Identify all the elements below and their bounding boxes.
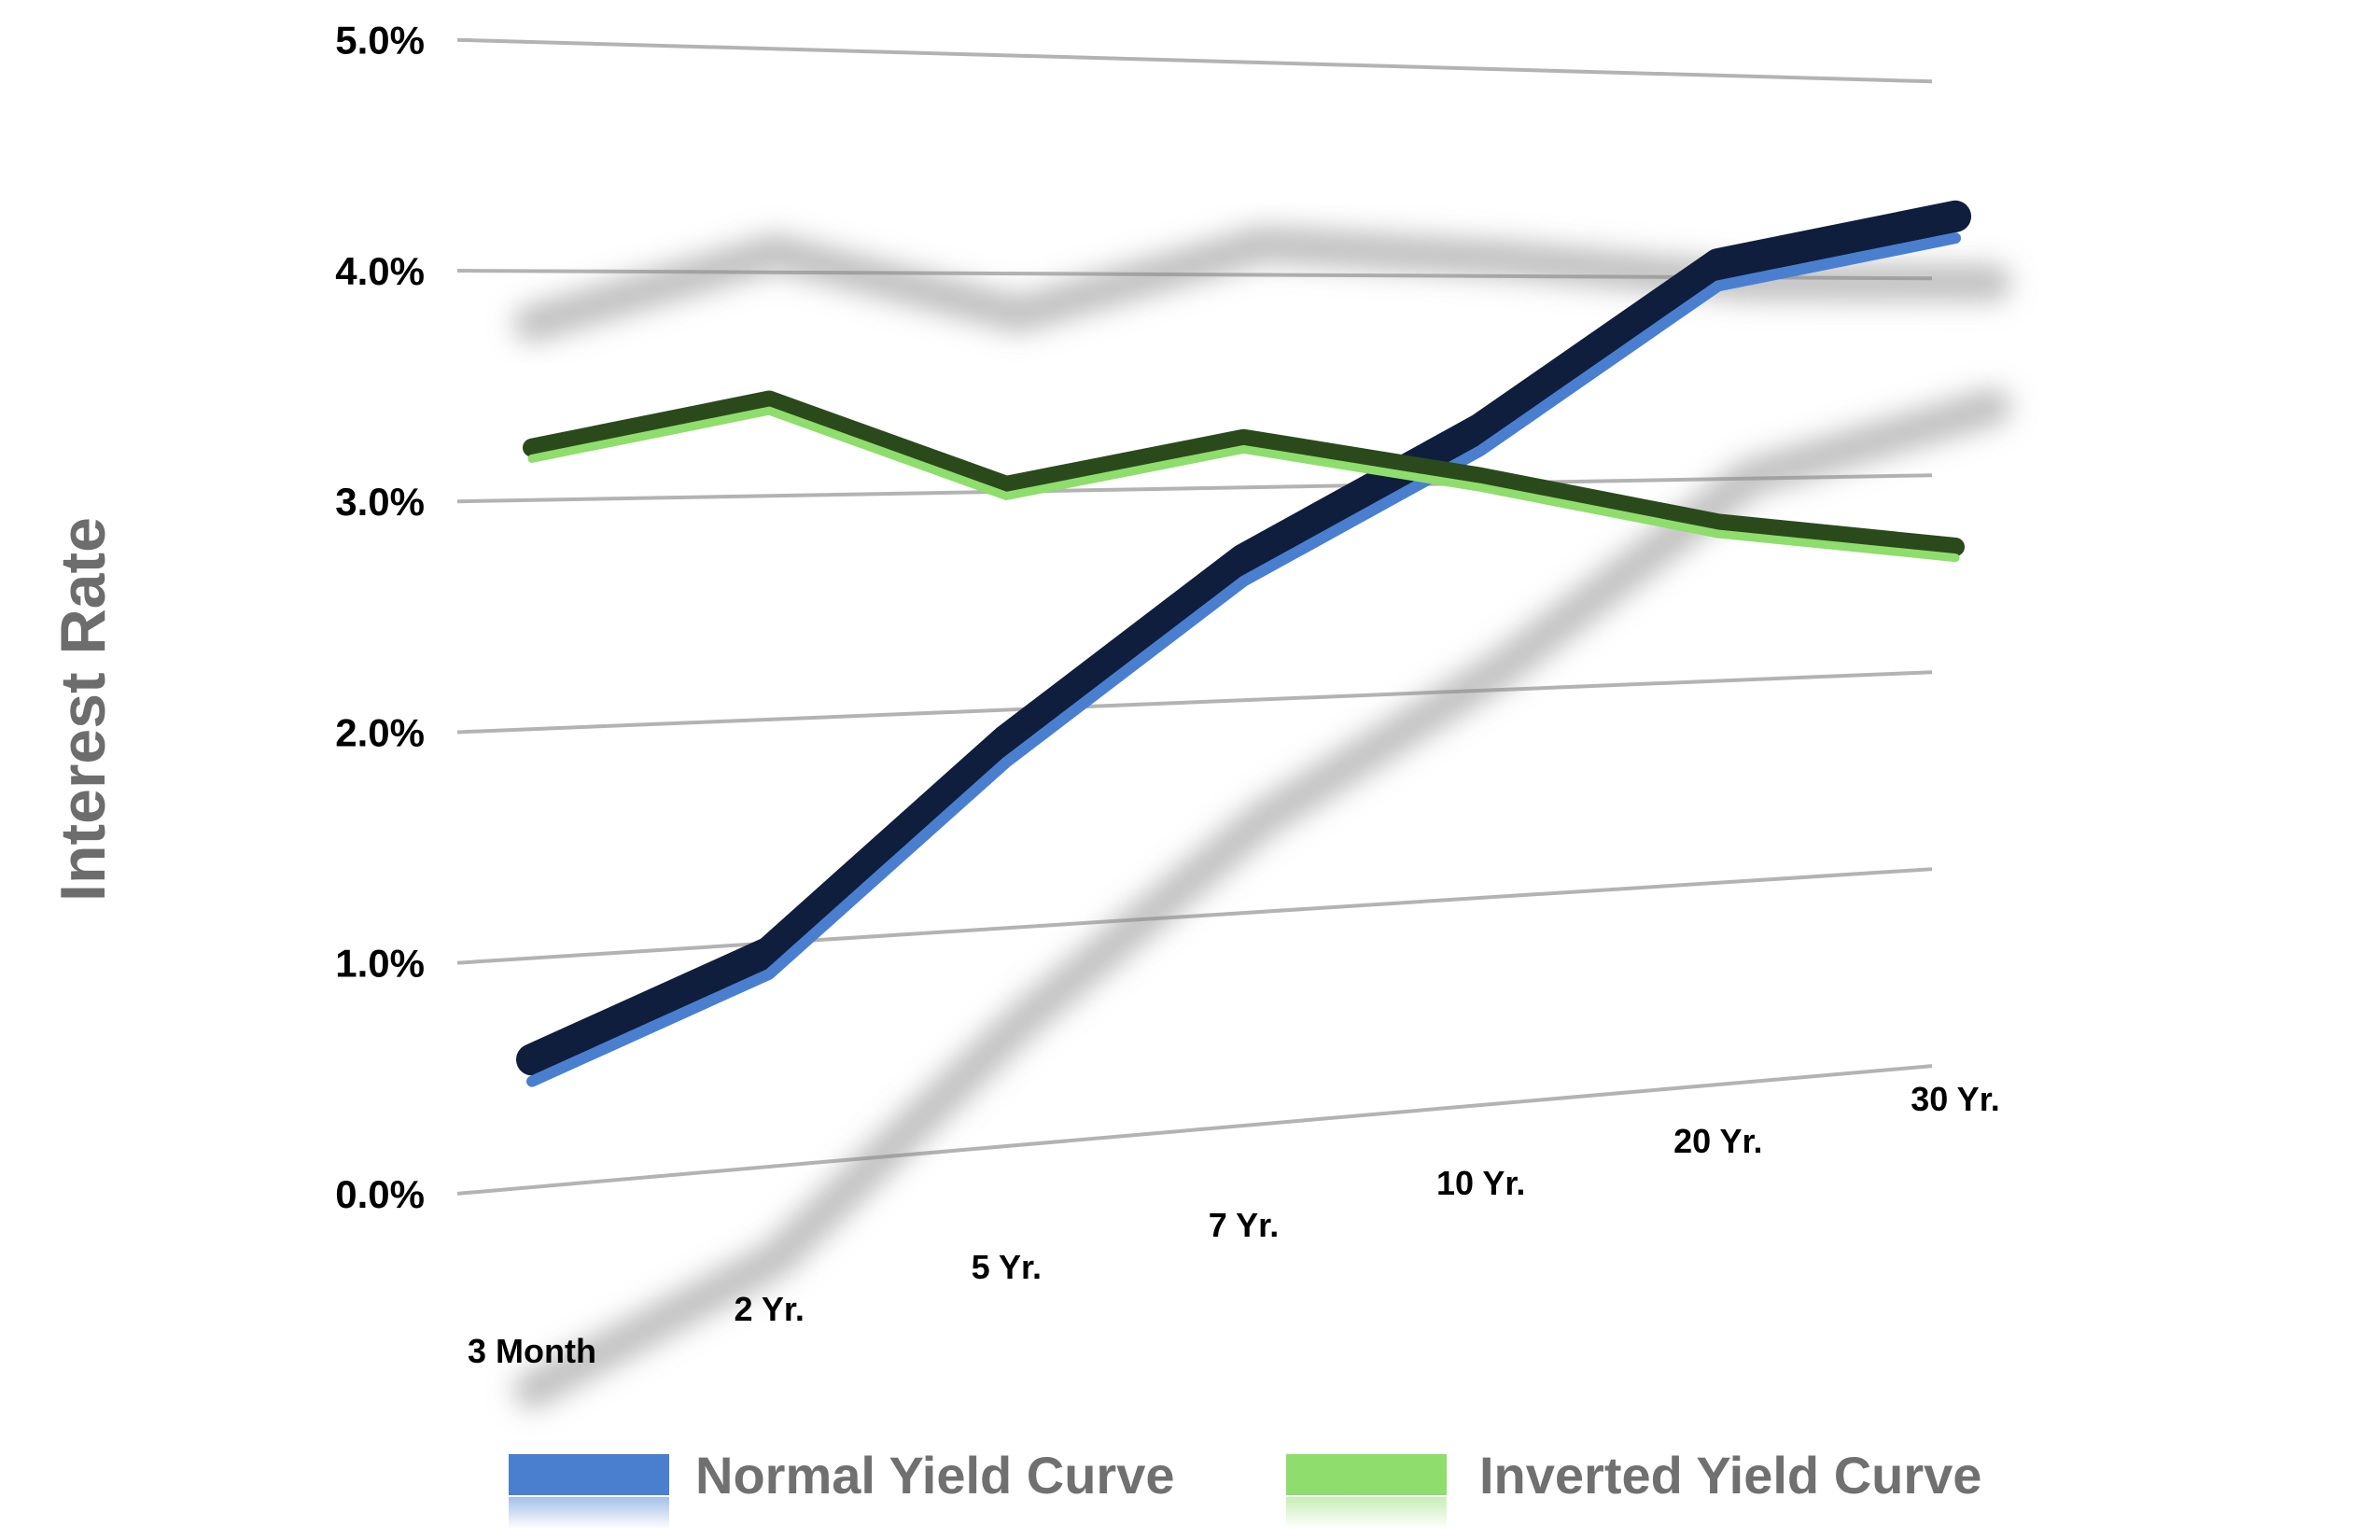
data-point (1954, 553, 1956, 554)
data-point (768, 405, 770, 407)
series-1 (523, 390, 1965, 563)
series-shadow (513, 387, 2011, 1409)
data-point (1005, 752, 1007, 754)
gridline (456, 670, 1933, 735)
legend-item: Inverted Yield Curve (1286, 1446, 1981, 1529)
legend-swatch (509, 1454, 669, 1495)
x-tick-label: 10 Yr. (1436, 1164, 1525, 1202)
series-line-top (523, 390, 1965, 556)
y-tick-label: 5.0% (335, 19, 425, 63)
data-point (1243, 444, 1245, 446)
x-tick-label: 7 Yr. (1209, 1206, 1279, 1244)
data-point (531, 1071, 533, 1073)
series-line-top (516, 200, 1971, 1076)
legend: Normal Yield Curve Inverted Yield Curve (509, 1446, 1981, 1529)
legend-swatch (1286, 1454, 1447, 1495)
data-point (768, 964, 770, 966)
gridline (456, 473, 1933, 504)
y-tick-label: 3.0% (335, 480, 425, 524)
x-axis-ticks: 3 Month 2 Yr. 5 Yr. 7 Yr. 10 Yr. 20 Yr. 30 Yr. (468, 1080, 2000, 1370)
x-tick-label: 20 Yr. (1673, 1122, 1762, 1160)
data-point (1717, 528, 1719, 530)
series-0 (516, 200, 1971, 1087)
y-tick-label: 4.0% (335, 249, 425, 293)
data-point (1480, 483, 1482, 484)
data-point (1005, 491, 1007, 493)
legend-label: Normal Yield Curve (695, 1446, 1175, 1505)
y-tick-label: 2.0% (335, 710, 425, 754)
x-tick-label: 30 Yr. (1911, 1080, 1999, 1118)
x-tick-label: 2 Yr. (734, 1290, 804, 1328)
legend-item: Normal Yield Curve (509, 1446, 1175, 1529)
data-point (1480, 441, 1482, 442)
legend-swatch-reflection (509, 1497, 669, 1529)
y-axis-label: Interest Rate (48, 517, 119, 902)
y-axis-ticks: 0.0% 1.0% 2.0% 3.0% 4.0% 5.0% (335, 19, 425, 1216)
series-line-highlight (527, 406, 1960, 563)
gridline (456, 1064, 1933, 1196)
y-tick-label: 0.0% (335, 1172, 425, 1216)
legend-label: Inverted Yield Curve (1479, 1446, 1981, 1505)
x-tick-label: 5 Yr. (972, 1248, 1042, 1286)
data-point (1243, 571, 1245, 573)
legend-swatch-reflection (1286, 1497, 1447, 1529)
series-line-highlight (526, 232, 1961, 1087)
gridline (456, 867, 1933, 965)
data-point (1717, 276, 1719, 278)
gridline (456, 37, 1933, 84)
data-point (531, 454, 533, 455)
x-tick-label: 3 Month (468, 1332, 596, 1370)
y-tick-label: 1.0% (335, 942, 425, 986)
series-lines (516, 200, 1971, 1087)
data-point (1954, 229, 1956, 231)
